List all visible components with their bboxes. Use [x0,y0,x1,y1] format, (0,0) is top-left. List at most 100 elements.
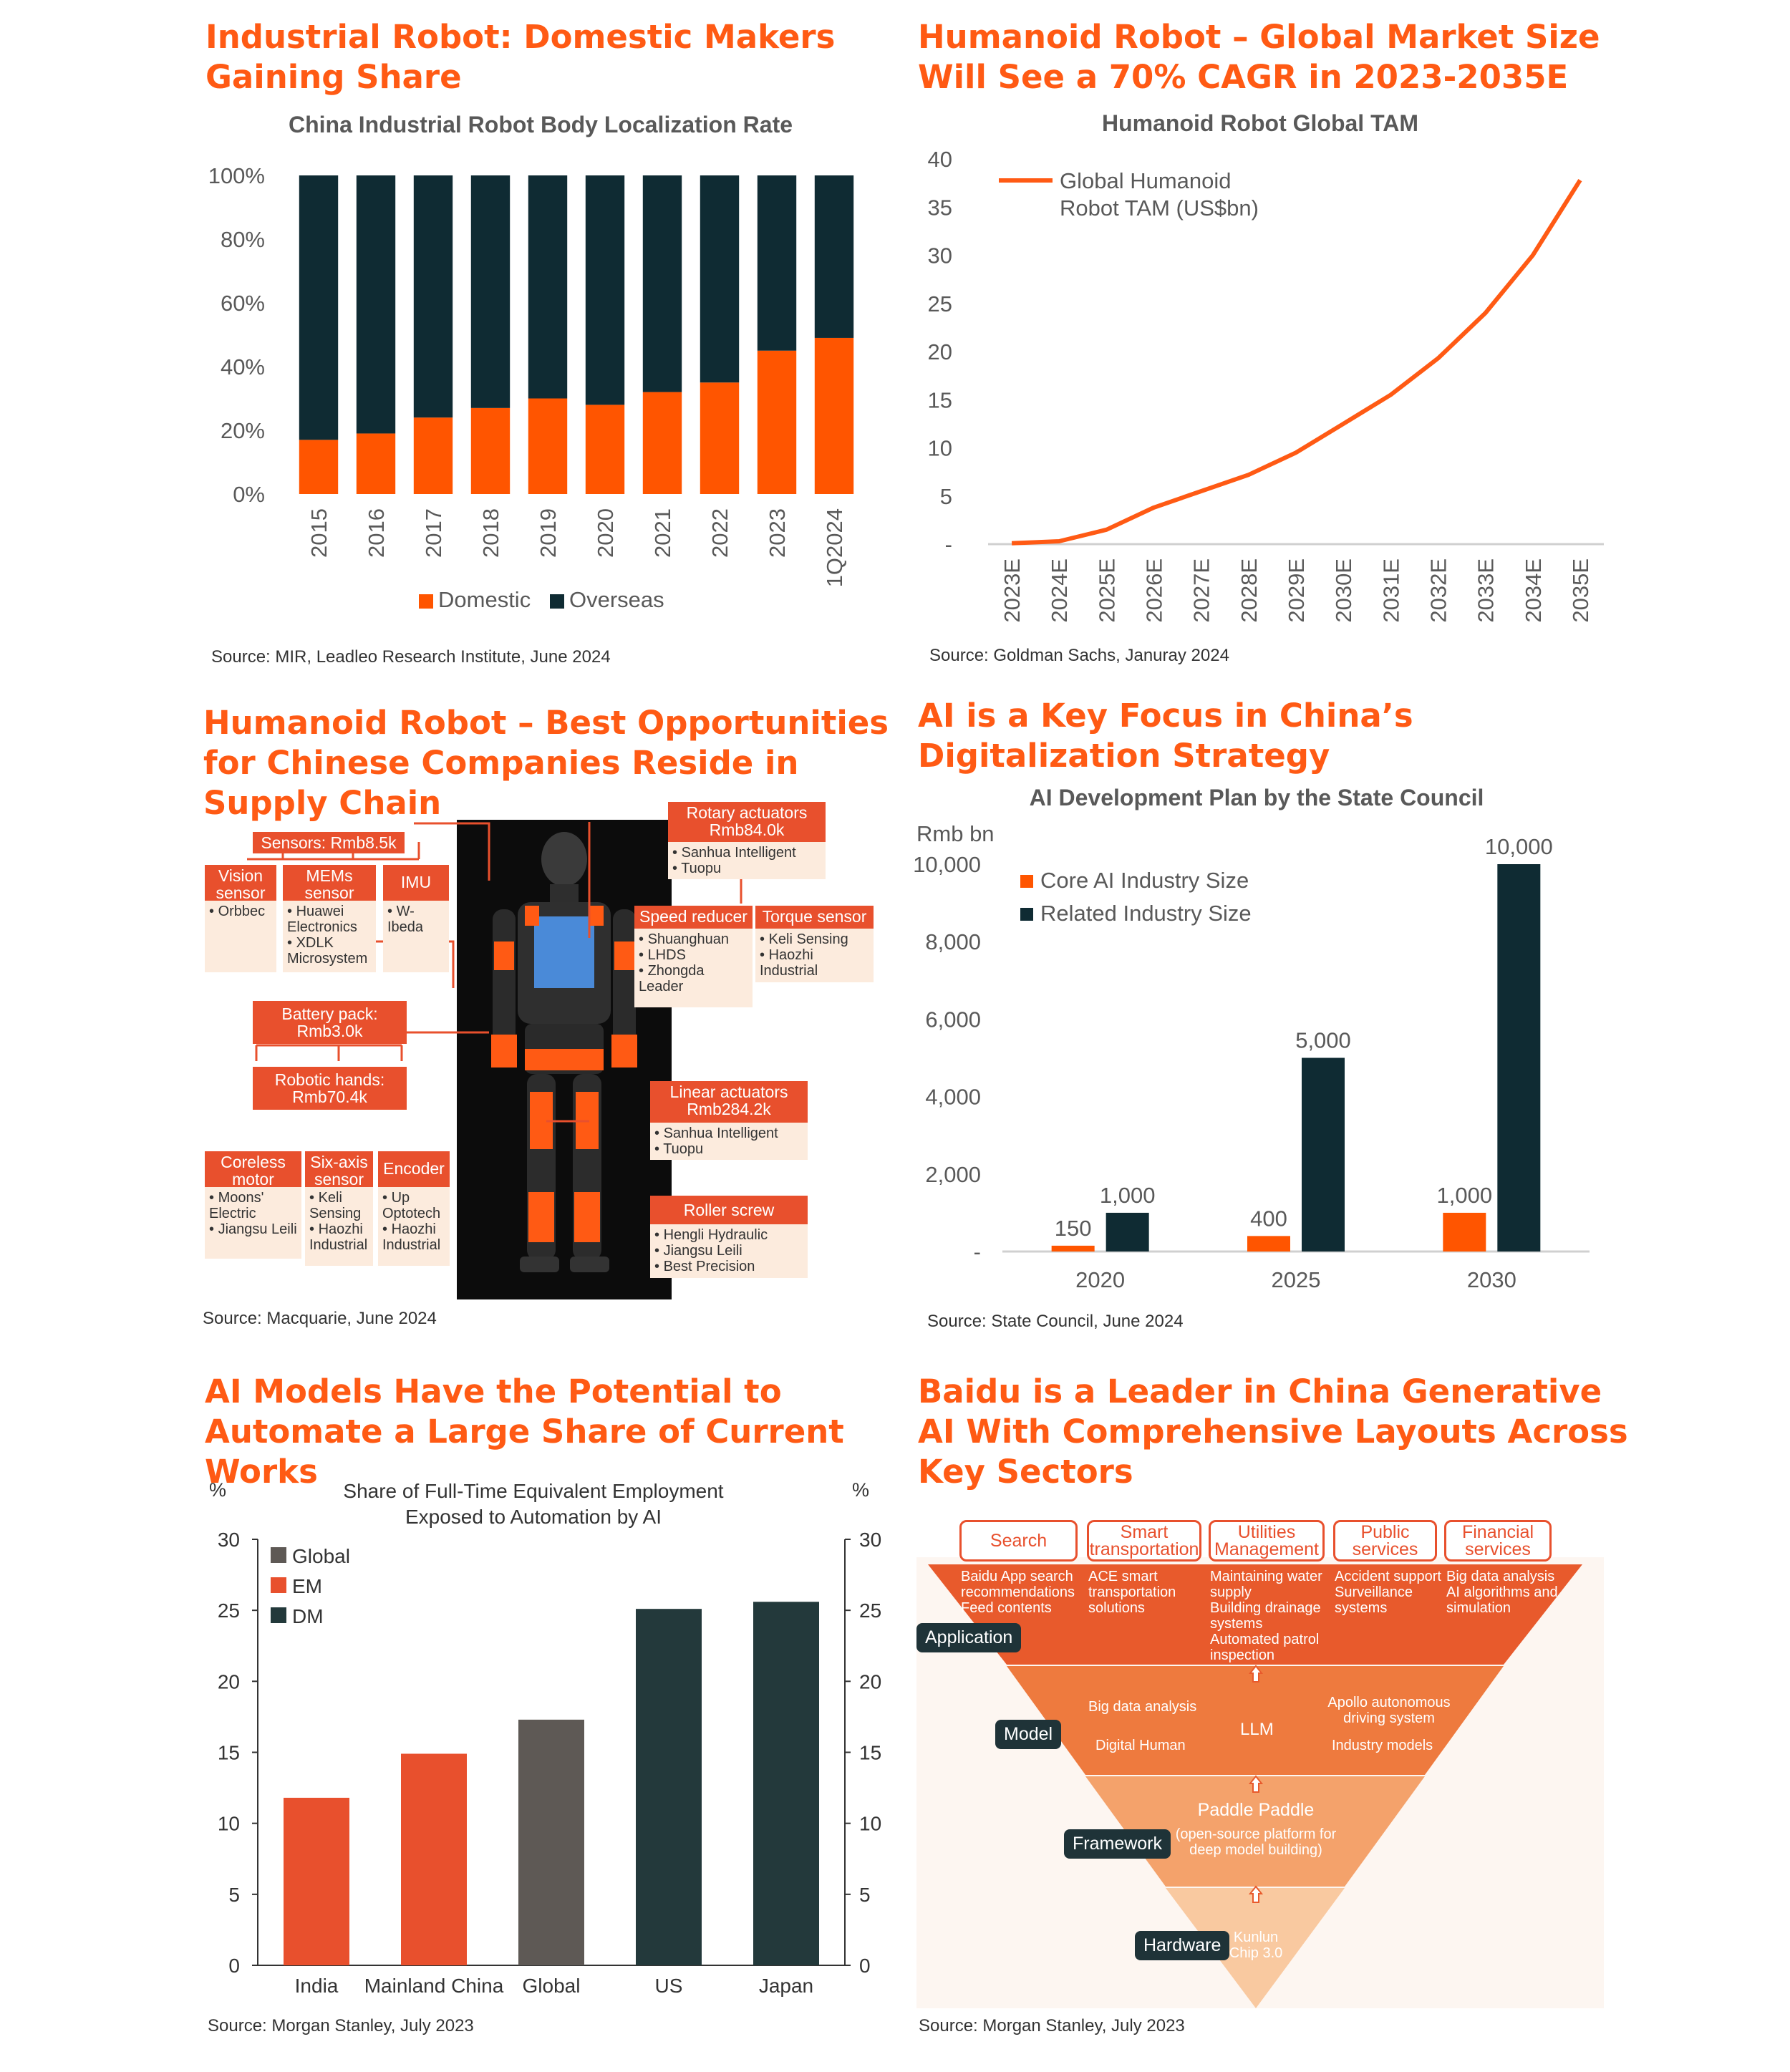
roller-screw-list: Hengli HydraulicJiangsu LeiliBest Precis… [650,1224,808,1278]
chart1-legend-swatch [550,594,564,609]
chart1-bar-overseas [814,175,854,338]
chart3-data-label: 150 [1055,1216,1092,1241]
application-item: Maintaining water supply [1210,1569,1322,1600]
chart1-title: China Industrial Robot Body Localization… [289,112,793,137]
sector-search: Search [959,1520,1078,1562]
chart2-xtick: 2031E [1378,558,1403,623]
chart1-xtick: 2018 [478,508,503,558]
chart3-bar [1247,1236,1290,1252]
chart2-xtick: 2026E [1142,558,1167,623]
chart1-bar-domestic [585,405,625,494]
chart2-legend-label: Global Humanoid [1060,168,1232,193]
chart4-ytick-right: 20 [859,1670,881,1693]
chart1-bar-overseas [413,175,453,418]
framework-title: Paddle Paddle [1197,1800,1315,1820]
chart1-xtick: 2016 [364,508,389,558]
chart1-xtick: 2019 [536,508,561,558]
roller-screw-label: Roller screw [650,1196,808,1224]
six-axis-sensor-list: Keli SensingHaozhi Industrial [305,1187,373,1266]
chart1-bar-overseas [356,175,396,434]
speed-supplier: Zhongda Leader [639,963,748,994]
vision-sensor-label: Vision sensor [205,865,276,901]
chart1-bar-domestic [528,398,568,494]
sixaxis-supplier: Haozhi Industrial [309,1221,369,1253]
torque-supplier: Keli Sensing [760,931,869,947]
chart4-xtick: Japan [759,1975,813,1997]
chart2-xtick: 2029E [1284,558,1309,623]
hardware-item: Kunlun Chip 3.0 [1229,1930,1283,1961]
chart1-ytick: 80% [221,227,265,252]
chart3-data-label: 5,000 [1295,1028,1351,1053]
chart3-bar [1443,1212,1486,1252]
chart4-ytick-left: 15 [218,1742,240,1764]
chart4-xtick: India [295,1975,339,1997]
chart3-ytick: - [974,1239,981,1264]
chart1-bar-domestic [299,440,339,494]
app-items-transport: ACE smart transportation solutions [1088,1569,1196,1616]
panel1-source: Source: MIR, Leadleo Research Institute,… [211,647,611,667]
chart1-bar-domestic [814,337,854,494]
chart2-ytick: 10 [928,436,952,461]
layer-application-tag: Application [916,1623,1022,1652]
chart1-bar-domestic [757,350,797,494]
chart4-bar [401,1753,467,1965]
chart1-legend-label: Domestic [438,587,531,612]
six-axis-sensor-label: Six-axis sensor [305,1151,373,1188]
app-items-search: Baidu App search recommendations Feed con… [961,1569,1083,1616]
chart1-bar-overseas [299,175,339,440]
chart4-legend-label: EM [292,1575,322,1597]
chart1-bar-overseas [642,175,682,392]
rotary-actuators-list: Sanhua IntelligentTuopu [668,842,826,879]
chart2-xtick: 2035E [1568,558,1593,623]
chart1-bar-overseas [528,175,568,399]
mems-sensor-label: MEMs sensor [283,865,376,901]
up-arrow-1 [1248,1665,1264,1683]
application-item: Building drainage systems [1210,1600,1321,1632]
chart4-ytick-left: 0 [228,1955,240,1977]
torque-sensor-list: Keli SensingHaozhi Industrial [755,929,874,982]
automation-exposure-chart: Share of Full-Time Equivalent Employment… [209,1479,881,1997]
chart1-xtick: 2022 [707,508,732,558]
chart1-legend-label: Overseas [569,587,664,612]
chart2-ytick: 5 [940,484,952,509]
chart2-xtick: 2034E [1521,558,1546,623]
chart2-series-line [1011,179,1582,546]
mems-supplier: XDLK Microsystem [287,935,372,967]
linear-supplier: Sanhua Intelligent [654,1125,803,1141]
torque-sensor-label: Torque sensor [755,906,874,929]
layer-hardware-tag: Hardware [1135,1931,1230,1960]
panel5-source: Source: Morgan Stanley, July 2023 [208,2016,474,2035]
chart3-xtick: 2030 [1467,1267,1516,1292]
chart3-data-label: 1,000 [1100,1183,1156,1208]
panel2-title: Humanoid Robot – Global Market Size Will… [918,18,1600,96]
rotary-supplier: Tuopu [672,861,821,876]
chart1-xtick: 2017 [421,508,446,558]
ai-plan-chart: AI Development Plan by the State Council… [913,785,1590,1292]
application-item: Big data analysis [1446,1569,1555,1584]
vision-sensor-list: Orbbec [205,901,276,972]
application-item: Accident support [1335,1569,1441,1584]
coreless-supplier: Moons' Electric [209,1190,297,1221]
battery-pack-label: Battery pack: Rmb3.0k [253,1001,407,1044]
application-item: ACE smart transportation solutions [1088,1569,1176,1616]
chart3-ylabel: Rmb bn [916,821,995,846]
chart1-bar-overseas [700,175,740,383]
chart2-legend-label: Robot TAM (US$bn) [1060,195,1259,221]
imu-supplier: W-Ibeda [387,904,445,935]
chart2-ytick: 40 [928,147,952,172]
chart2-title: Humanoid Robot Global TAM [1102,110,1418,136]
pyramid-shape [916,1557,1604,2008]
robot-figure [457,820,672,1299]
chart3-xtick: 2020 [1075,1267,1125,1292]
application-layer [928,1564,1582,1665]
chart3-ytick: 4,000 [925,1085,981,1110]
robot-body [491,832,637,1272]
chart4-ytick-left: 5 [228,1884,240,1906]
mems-supplier: Huawei Electronics [287,904,372,935]
chart1-bar-domestic [700,382,740,494]
torque-supplier: Haozhi Industrial [760,947,869,979]
encoder-label: Encoder [378,1151,450,1187]
chart1-ytick: 100% [208,163,265,188]
encoder-supplier: Haozhi Industrial [382,1221,445,1253]
roller-supplier: Best Precision [654,1259,803,1274]
